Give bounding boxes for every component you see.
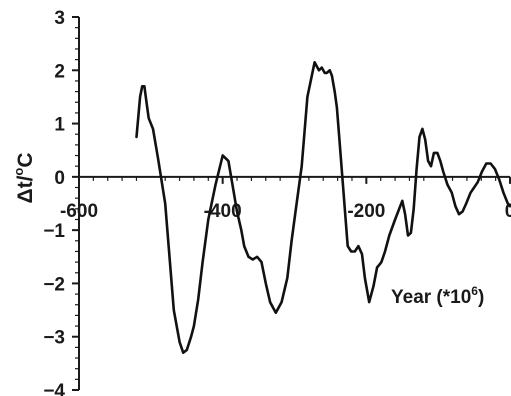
- y-tick-label: 2: [54, 61, 65, 82]
- x-axis-label: Year (*106): [391, 284, 484, 308]
- x-tick-label: 0: [505, 201, 511, 222]
- series-line: [135, 61, 511, 354]
- y-axis-label-sup: o: [11, 168, 26, 176]
- y-tick-label: 1: [54, 115, 65, 136]
- y-tick-label: −1: [43, 221, 65, 242]
- x-axis-label-sup: 6: [471, 284, 478, 298]
- x-tick-label: -200: [347, 201, 385, 222]
- x-axis-label-text: Year (*10: [391, 287, 471, 308]
- ticks: [72, 16, 511, 391]
- y-tick-label: 0: [54, 168, 65, 189]
- y-axis-label-tail: C: [14, 152, 37, 167]
- y-tick-label: −3: [43, 328, 65, 349]
- x-tick-label: -600: [60, 201, 98, 222]
- y-tick-label: −4: [43, 381, 65, 396]
- y-axis-label-text: Δt/: [14, 175, 37, 203]
- x-tick-label: -400: [204, 201, 242, 222]
- x-axis-label-tail: ): [478, 287, 484, 308]
- y-tick-label: −2: [43, 274, 65, 295]
- y-tick-label: 3: [54, 8, 65, 29]
- y-axis-label: Δt/oC: [11, 152, 37, 203]
- tick-labels: 3 2 1 0 −1 −2 −3 −4 -600 -400 -200 0: [43, 8, 511, 396]
- axes: [78, 17, 510, 390]
